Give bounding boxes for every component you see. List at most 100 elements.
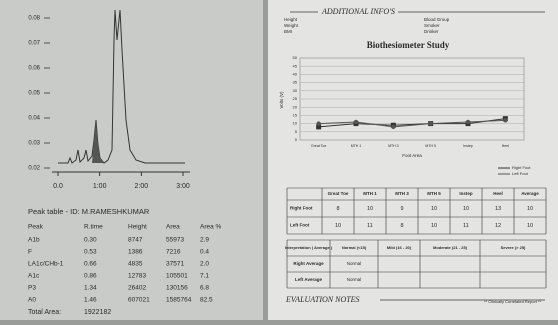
y-tick-label: 30 [293,88,298,93]
header: ADDITIONAL INFO'S [321,7,395,16]
cell: 55973 [166,237,184,244]
marker [503,118,507,122]
legend-label: Left Foot [512,171,529,176]
y-tick-label: 0.07 [28,41,40,47]
field-label: Height [284,17,298,22]
column-header: Instep [459,191,473,196]
cell: 7216 [166,249,181,256]
row-header: Left Average [295,277,322,282]
cell: 12 [495,223,501,229]
y-tick-label: 0.02 [28,166,40,172]
cell: 0.53 [84,249,97,256]
column-header: Interpretation ( Average ) [285,245,333,250]
cell: 0.4 [200,249,209,256]
y-tick-label: 35 [293,80,298,85]
cell: 1386 [128,249,143,256]
x-tick-label: Instep [463,144,473,148]
cell: 105501 [166,273,188,280]
y-tick-label: 50 [293,55,298,60]
y-tick-label: 0.06 [28,66,40,72]
x-axis-label: Foot Area [402,153,422,158]
cell: 11 [463,223,469,229]
cell: LA1c/CHb-1 [28,261,64,268]
y-tick-label: 0.08 [28,16,40,22]
cell: A1c [28,273,40,280]
cell: 10 [335,223,341,229]
y-axis-label: Volts (V) [279,91,284,109]
y-tick-label: 25 [293,96,298,101]
cell: 10 [463,206,469,212]
total-label: Total Area: [28,309,61,316]
cell: 37571 [166,261,184,268]
marker [316,121,320,125]
cell: 82.5 [200,297,213,304]
y-tick-label: 40 [293,71,298,76]
cell: P3 [28,285,36,292]
x-tick-label: Heel [502,144,509,148]
y-tick-label: 0.04 [28,116,40,122]
cell: 1.34 [84,285,97,292]
cell: 1.46 [84,297,97,304]
column-header: Peak [28,224,44,231]
cell: Normal [347,277,362,282]
x-tick-label: 1:00 [93,183,107,190]
cell: 4835 [128,261,143,268]
column-header: MTH 5 [427,191,441,196]
cell: A0 [28,297,36,304]
cell: 8747 [128,237,143,244]
column-header: Area [166,224,180,231]
legend-label: Right Foot [512,165,531,170]
total-value: 1922182 [84,309,111,316]
cell: 10 [431,206,437,212]
cell: 2.0 [200,261,209,268]
footer: ** Clinically Correlated Report ** [484,299,542,304]
cell: Normal [347,261,362,266]
y-tick-label: 20 [293,104,298,109]
cell: 0.30 [84,237,97,244]
cell: 1585764 [166,297,192,304]
cell: F [28,249,32,256]
x-tick-label: MTH 1 [351,144,362,148]
cell: 9 [400,206,403,212]
x-tick-label: 2:00 [135,183,149,190]
field-label: Drinker [424,29,439,34]
cell: 10 [527,206,533,212]
row-header: Right Average [293,261,324,266]
screenshot: Peak table - ID: M.RAMESHKUMAR Total Are… [0,0,558,320]
x-tick-label: MTH 3 [388,144,399,148]
x-tick-label: Great Toe [311,144,326,148]
field-label: Blood Group [424,17,450,22]
cell: 8 [336,206,339,212]
cell: 26402 [128,285,146,292]
cell: 12783 [128,273,146,280]
column-header: Average [521,191,539,196]
column-header: Mild (16 - 20) [387,245,412,250]
x-tick-label: 0.0 [53,183,63,190]
column-header: Heel [493,191,503,196]
row-header: Left Foot [290,223,310,228]
title: Biothesiometer Study [367,40,450,50]
column-header: Height [128,224,147,231]
x-tick-label: MTH 5 [425,144,436,148]
marker [466,120,470,124]
page: {"left": { "chart": {"ylim": [0.02, 0.08… [0,0,558,320]
cell: 10 [367,206,373,212]
y-tick-label: 15 [293,112,298,117]
column-header: R.time [84,224,103,231]
y-tick-label: 0.03 [28,141,40,147]
row-header: Right Foot [290,206,313,211]
cell: 130156 [166,285,188,292]
cell: 10 [527,223,533,229]
y-tick-label: 45 [293,63,298,68]
x-tick-label: 3:00 [176,183,190,190]
cell: 0.66 [84,261,97,268]
cell: 8 [400,223,403,229]
marker [354,120,358,124]
cell: 607021 [128,297,150,304]
cell: 10 [431,223,437,229]
cell: 6.8 [200,285,209,292]
column-header: Great Toe [328,191,349,196]
cell: 13 [495,206,501,212]
y-tick-label: 0.05 [28,91,40,97]
cell: A1b [28,237,40,244]
